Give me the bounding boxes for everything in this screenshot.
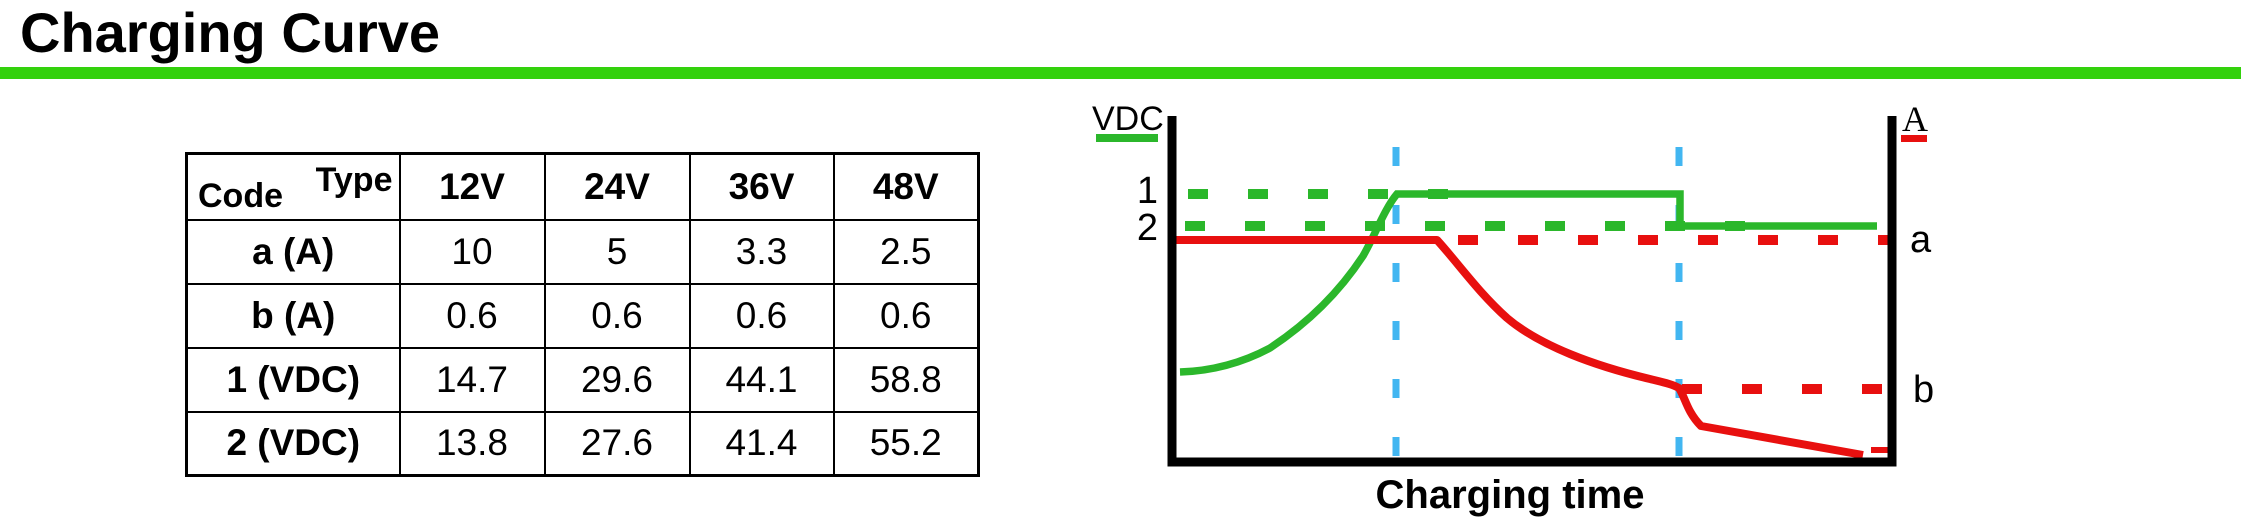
corner-type-label: Type bbox=[315, 161, 393, 199]
right-tick-b: b bbox=[1913, 369, 1934, 411]
cell-value: 10 bbox=[398, 218, 546, 285]
right-axis-red-legend-swatch bbox=[1901, 135, 1927, 142]
cell-value: 2.5 bbox=[832, 218, 980, 285]
row-label-1vdc: 1 (VDC) bbox=[185, 346, 401, 413]
left-axis-label: VDC bbox=[1092, 100, 1164, 138]
voltage-curve bbox=[1179, 190, 1877, 376]
cell-value: 41.4 bbox=[688, 410, 835, 477]
table-row: 2 (VDC) 13.8 27.6 41.4 55.2 bbox=[185, 410, 980, 477]
cell-value: 0.6 bbox=[832, 282, 980, 349]
left-tick-1: 1 bbox=[1137, 170, 1158, 212]
table-row: 1 (VDC) 14.7 29.6 44.1 58.8 bbox=[185, 346, 980, 413]
column-header-36v: 36V bbox=[688, 152, 835, 221]
title-underline-bar bbox=[0, 67, 2241, 79]
chart-axes bbox=[1167, 116, 1897, 467]
cell-value: 14.7 bbox=[398, 346, 546, 413]
table-corner-cell: Type Code bbox=[185, 152, 401, 221]
right-axis-label: A bbox=[1902, 99, 1928, 139]
cell-value: 0.6 bbox=[543, 282, 691, 349]
cell-value: 0.6 bbox=[688, 282, 835, 349]
charging-curve-chart: VDC A 1 2 a b Charging time bbox=[1092, 99, 1934, 517]
right-tick-a: a bbox=[1910, 219, 1932, 261]
cell-value: 0.6 bbox=[398, 282, 546, 349]
table-row: a (A) 10 5 3.3 2.5 bbox=[185, 218, 980, 285]
cell-value: 3.3 bbox=[688, 218, 835, 285]
cell-value: 13.8 bbox=[398, 410, 546, 477]
current-curve bbox=[1173, 236, 1864, 459]
charging-spec-table: Type Code 12V 24V 36V 48V a (A) 10 5 3.3… bbox=[185, 152, 980, 477]
cell-value: 44.1 bbox=[688, 346, 835, 413]
page-title: Charging Curve bbox=[20, 1, 441, 64]
left-axis-green-legend-swatch bbox=[1096, 134, 1158, 142]
cell-value: 5 bbox=[543, 218, 691, 285]
corner-code-label: Code bbox=[198, 176, 283, 215]
cell-value: 58.8 bbox=[832, 346, 980, 413]
table-header-row: Type Code 12V 24V 36V 48V bbox=[185, 152, 980, 221]
cell-value: 55.2 bbox=[832, 410, 980, 477]
column-header-12v: 12V bbox=[398, 152, 546, 221]
column-header-24v: 24V bbox=[543, 152, 691, 221]
left-tick-2: 2 bbox=[1137, 207, 1158, 249]
cell-value: 27.6 bbox=[543, 410, 691, 477]
table-row: b (A) 0.6 0.6 0.6 0.6 bbox=[185, 282, 980, 349]
row-label-b: b (A) bbox=[185, 282, 401, 349]
column-header-48v: 48V bbox=[832, 152, 980, 221]
x-axis-label: Charging time bbox=[1376, 473, 1645, 517]
row-label-a: a (A) bbox=[185, 218, 401, 285]
cell-value: 29.6 bbox=[543, 346, 691, 413]
row-label-2vdc: 2 (VDC) bbox=[185, 410, 401, 477]
